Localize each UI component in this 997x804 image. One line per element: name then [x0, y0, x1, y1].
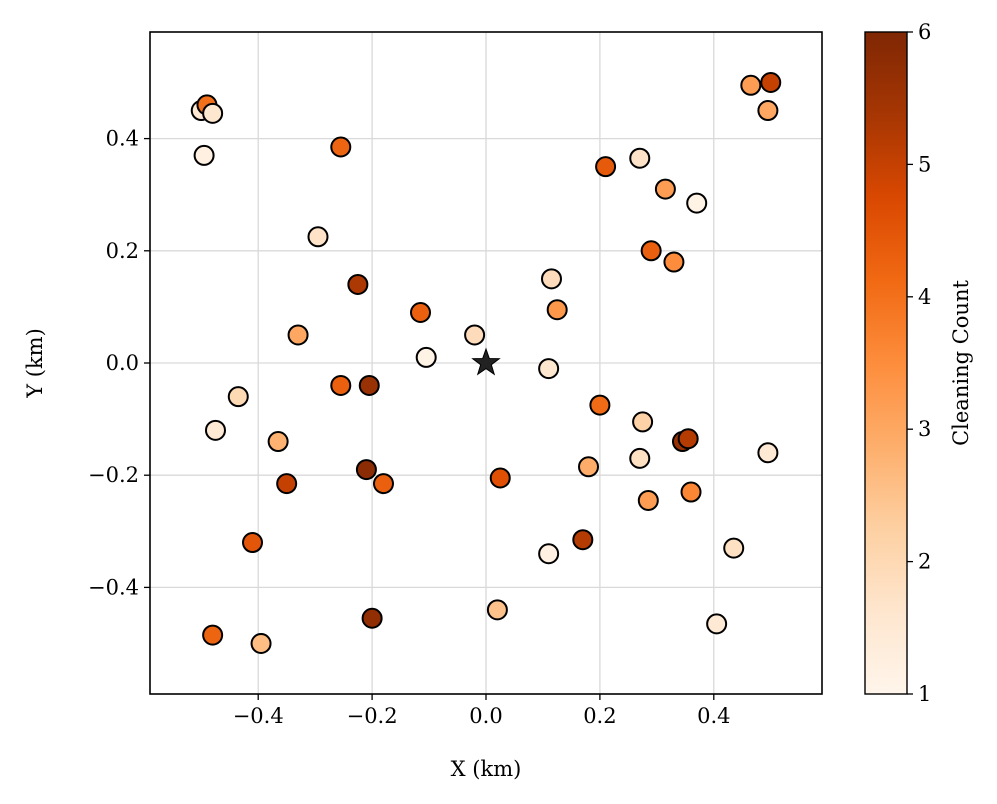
data-point [276, 473, 298, 495]
center-marker-group [471, 347, 501, 376]
colorbar [864, 31, 908, 695]
y-axis-label: Y (km) [23, 328, 47, 399]
data-point [193, 144, 215, 166]
data-point [287, 324, 309, 346]
y-axis-ticks: −0.4 −0.2 0.0 0.2 0.4 [88, 127, 150, 599]
data-point [347, 273, 369, 295]
y-tick-label: −0.4 [88, 575, 139, 599]
data-point [330, 374, 352, 396]
data-point [546, 299, 568, 321]
data-point [589, 394, 611, 416]
data-point [740, 74, 762, 96]
y-tick-label: 0.4 [106, 127, 139, 151]
data-point [640, 240, 662, 262]
x-tick-label: −0.4 [233, 704, 284, 728]
data-point [538, 543, 560, 565]
data-point [595, 156, 617, 178]
data-point [202, 624, 224, 646]
data-point [757, 442, 779, 464]
x-tick-label: 0.0 [469, 704, 502, 728]
data-point [538, 358, 560, 380]
data-point [250, 633, 272, 655]
data-point [637, 489, 659, 511]
data-point [757, 100, 779, 122]
y-tick-label: 0.0 [106, 351, 139, 375]
center-star-marker [471, 347, 501, 376]
x-axis-ticks: −0.4 −0.2 0.0 0.2 0.4 [233, 694, 730, 728]
data-point [355, 459, 377, 481]
data-point [677, 428, 699, 450]
y-tick-label: 0.2 [106, 239, 139, 263]
data-point [486, 599, 508, 621]
data-point [572, 529, 594, 551]
colorbar-tick-label: 6 [918, 20, 931, 44]
data-point [358, 374, 380, 396]
data-point [330, 136, 352, 158]
data-point [361, 607, 383, 629]
colorbar-tick-label: 4 [918, 285, 931, 309]
data-point [723, 537, 745, 559]
colorbar-tick-label: 2 [918, 550, 931, 574]
data-point [202, 102, 224, 124]
x-axis-label: X (km) [451, 757, 522, 781]
data-point [204, 419, 226, 441]
data-point [680, 481, 702, 503]
colorbar-tick-label: 3 [918, 417, 931, 441]
data-point [540, 268, 562, 290]
data-point [227, 386, 249, 408]
data-point [307, 226, 329, 248]
data-point [464, 324, 486, 346]
data-point [706, 613, 728, 635]
colorbar-tick-label: 5 [918, 152, 931, 176]
data-point [760, 71, 782, 93]
data-point [489, 467, 511, 489]
data-point [372, 473, 394, 495]
colorbar-ticks: 1 2 3 4 5 6 [907, 20, 931, 706]
grid [150, 32, 822, 694]
data-point [654, 178, 676, 200]
colorbar-label: Cleaning Count [949, 280, 973, 446]
data-points [190, 71, 782, 655]
data-point [663, 251, 685, 273]
x-tick-label: −0.2 [347, 704, 398, 728]
data-point [415, 346, 437, 368]
y-tick-label: −0.2 [88, 463, 139, 487]
data-point [242, 532, 264, 554]
data-point [578, 456, 600, 478]
data-point [267, 431, 289, 453]
data-point [686, 192, 708, 214]
data-point [410, 302, 432, 324]
data-point [629, 447, 651, 469]
x-tick-label: 0.2 [583, 704, 616, 728]
x-tick-label: 0.4 [697, 704, 730, 728]
colorbar-tick-label: 1 [918, 682, 931, 706]
data-point [629, 147, 651, 169]
data-point [632, 411, 654, 433]
